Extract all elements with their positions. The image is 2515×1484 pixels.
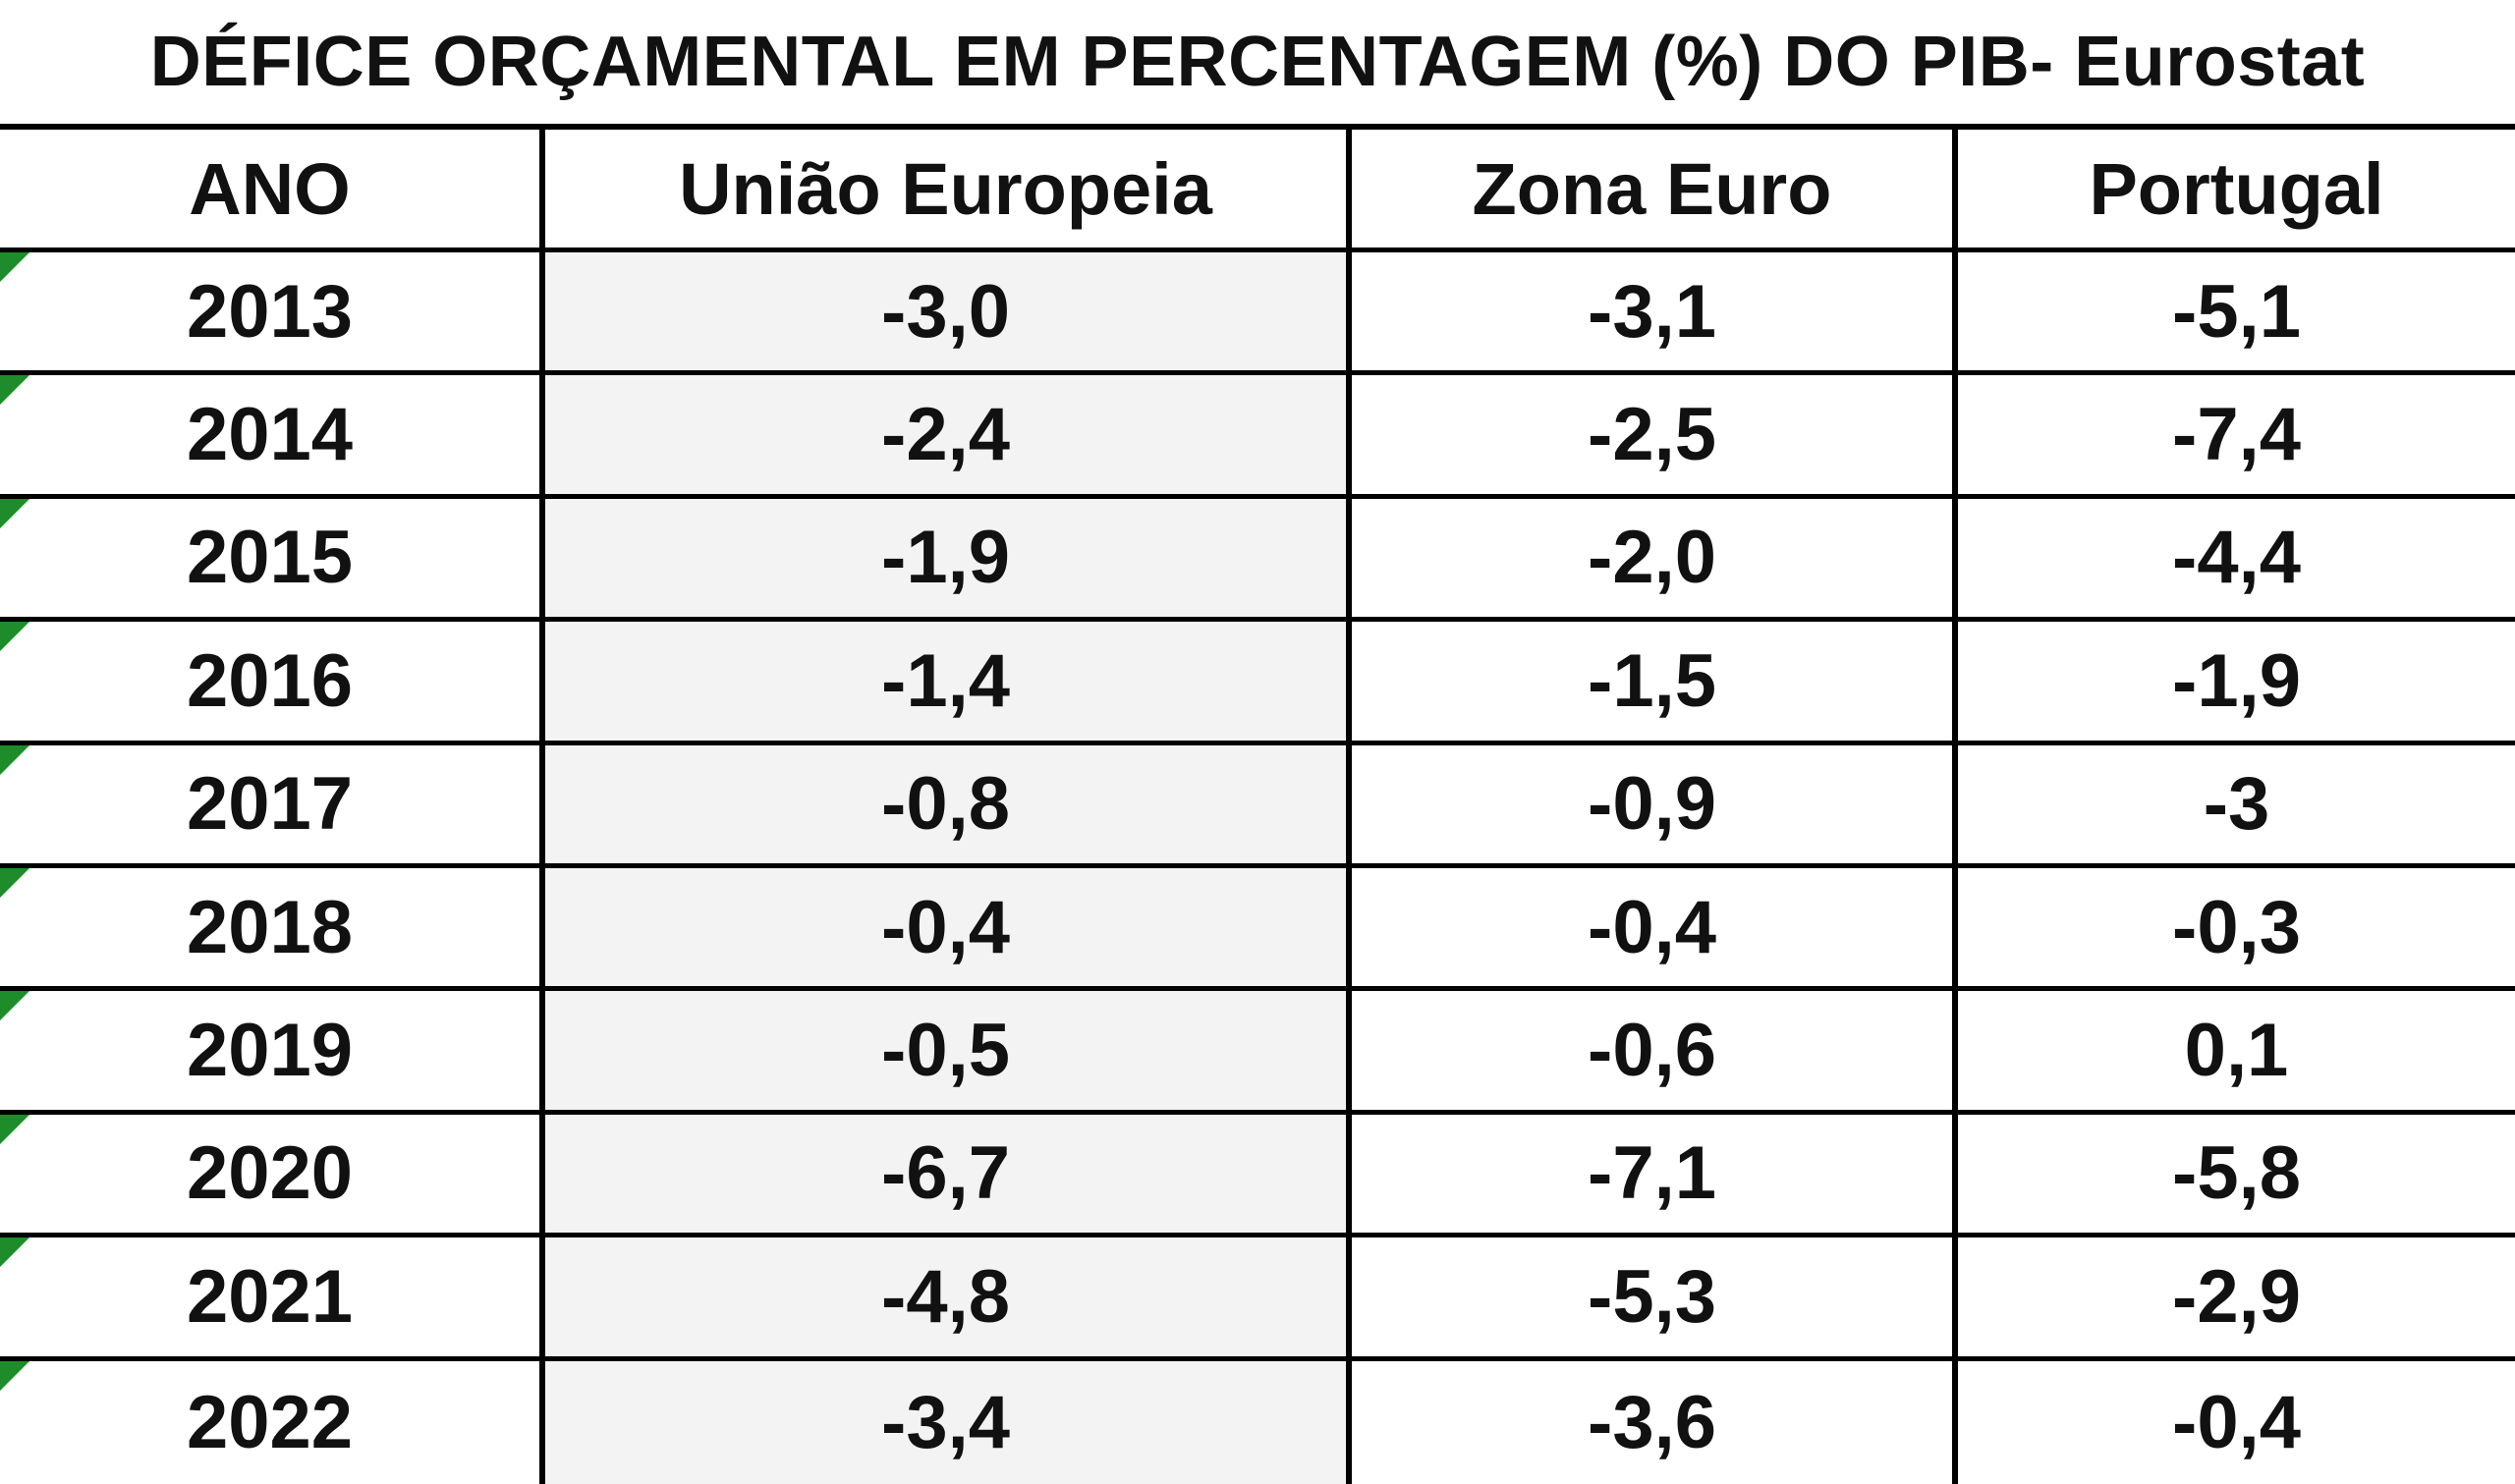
table-row: 2018 -0,4 -0,4 -0,3 bbox=[0, 867, 2515, 992]
cell-portugal[interactable]: -7,4 bbox=[2172, 393, 2301, 477]
cell-year[interactable]: 2022 bbox=[0, 1360, 545, 1484]
cell-year[interactable]: 2015 bbox=[0, 498, 545, 618]
error-indicator-icon bbox=[0, 744, 29, 775]
cell-zona-euro[interactable]: -5,3 bbox=[1352, 1237, 1958, 1356]
cell-year[interactable]: 2016 bbox=[0, 622, 545, 741]
table-row: 2021 -4,8 -5,3 -2,9 bbox=[0, 1237, 2515, 1361]
cell-uniao-europeia[interactable]: -0,4 bbox=[545, 867, 1352, 987]
data-table: ANO União Europeia Zona Euro Portugal 20… bbox=[0, 124, 2515, 1484]
cell-zona-euro[interactable]: -3,1 bbox=[1352, 252, 1958, 371]
table-row: 2016 -1,4 -1,5 -1,9 bbox=[0, 622, 2515, 745]
cell-year[interactable]: 2014 bbox=[0, 375, 545, 494]
cell-portugal[interactable]: -0,3 bbox=[2172, 885, 2301, 969]
header-row: ANO União Europeia Zona Euro Portugal bbox=[0, 124, 2515, 252]
cell-year[interactable]: 2013 bbox=[0, 252, 545, 371]
cell-year[interactable]: 2018 bbox=[0, 867, 545, 987]
cell-zona-euro[interactable]: -2,0 bbox=[1352, 498, 1958, 618]
error-indicator-icon bbox=[0, 622, 29, 652]
error-indicator-icon bbox=[0, 498, 29, 528]
cell-zona-euro[interactable]: -0,9 bbox=[1352, 744, 1958, 863]
error-indicator-icon bbox=[0, 991, 29, 1021]
cell-portugal[interactable]: -5,1 bbox=[2172, 269, 2301, 354]
header-cell-portugal[interactable]: Portugal bbox=[2089, 147, 2384, 230]
cell-zona-euro[interactable]: -7,1 bbox=[1352, 1114, 1958, 1234]
cell-uniao-europeia[interactable]: -6,7 bbox=[545, 1114, 1352, 1234]
cell-year[interactable]: 2017 bbox=[0, 744, 545, 863]
table-row: 2020 -6,7 -7,1 -5,8 bbox=[0, 1114, 2515, 1238]
cell-uniao-europeia[interactable]: -4,8 bbox=[545, 1237, 1352, 1356]
cell-zona-euro[interactable]: -3,6 bbox=[1352, 1360, 1958, 1484]
cell-zona-euro[interactable]: -0,6 bbox=[1352, 991, 1958, 1110]
table-row: 2017 -0,8 -0,9 -3 bbox=[0, 744, 2515, 868]
cell-portugal[interactable]: 0,1 bbox=[2184, 1009, 2289, 1093]
cell-uniao-europeia[interactable]: -0,5 bbox=[545, 991, 1352, 1110]
cell-uniao-europeia[interactable]: -1,9 bbox=[545, 498, 1352, 618]
table-row: 2015 -1,9 -2,0 -4,4 bbox=[0, 498, 2515, 623]
table-row: 2022 -3,4 -3,6 -0,4 bbox=[0, 1360, 2515, 1484]
error-indicator-icon bbox=[0, 867, 29, 898]
cell-uniao-europeia[interactable]: -1,4 bbox=[545, 622, 1352, 741]
error-indicator-icon bbox=[0, 1237, 29, 1268]
error-indicator-icon bbox=[0, 1114, 29, 1144]
table-title: DÉFICE ORÇAMENTAL EM PERCENTAGEM (%) DO … bbox=[149, 23, 2366, 101]
header-cell-ano[interactable]: ANO bbox=[0, 130, 545, 247]
cell-zona-euro[interactable]: -1,5 bbox=[1352, 622, 1958, 741]
cell-zona-euro[interactable]: -0,4 bbox=[1352, 867, 1958, 987]
cell-uniao-europeia[interactable]: -2,4 bbox=[545, 375, 1352, 494]
table-row: 2014 -2,4 -2,5 -7,4 bbox=[0, 375, 2515, 499]
error-indicator-icon bbox=[0, 252, 29, 282]
cell-portugal[interactable]: -4,4 bbox=[2172, 516, 2301, 600]
cell-year[interactable]: 2021 bbox=[0, 1237, 545, 1356]
cell-portugal[interactable]: -1,9 bbox=[2172, 638, 2301, 723]
error-indicator-icon bbox=[0, 375, 29, 406]
error-indicator-icon bbox=[0, 1360, 29, 1391]
table-row: 2019 -0,5 -0,6 0,1 bbox=[0, 991, 2515, 1115]
cell-portugal[interactable]: -0,4 bbox=[2172, 1380, 2301, 1464]
cell-portugal[interactable]: -2,9 bbox=[2172, 1254, 2301, 1339]
cell-portugal[interactable]: -5,8 bbox=[2172, 1131, 2301, 1216]
header-cell-uniao-europeia[interactable]: União Europeia bbox=[545, 130, 1352, 247]
cell-uniao-europeia[interactable]: -3,0 bbox=[545, 252, 1352, 371]
table-row: 2013 -3,0 -3,1 -5,1 bbox=[0, 252, 2515, 376]
cell-year[interactable]: 2020 bbox=[0, 1114, 545, 1234]
cell-uniao-europeia[interactable]: -0,8 bbox=[545, 744, 1352, 863]
header-cell-zona-euro[interactable]: Zona Euro bbox=[1352, 130, 1958, 247]
cell-zona-euro[interactable]: -2,5 bbox=[1352, 375, 1958, 494]
cell-portugal[interactable]: -3 bbox=[2203, 762, 2270, 847]
cell-year[interactable]: 2019 bbox=[0, 991, 545, 1110]
cell-uniao-europeia[interactable]: -3,4 bbox=[545, 1360, 1352, 1484]
